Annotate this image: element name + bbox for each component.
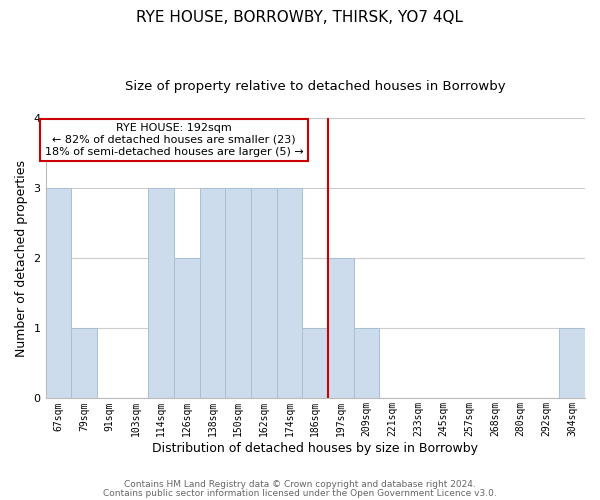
Bar [302,328,328,398]
Text: Contains public sector information licensed under the Open Government Licence v3: Contains public sector information licen… [103,489,497,498]
Text: RYE HOUSE, BORROWBY, THIRSK, YO7 4QL: RYE HOUSE, BORROWBY, THIRSK, YO7 4QL [137,10,464,25]
Bar [200,188,226,398]
X-axis label: Distribution of detached houses by size in Borrowby: Distribution of detached houses by size … [152,442,478,455]
Bar [328,258,354,398]
Text: Contains HM Land Registry data © Crown copyright and database right 2024.: Contains HM Land Registry data © Crown c… [124,480,476,489]
Y-axis label: Number of detached properties: Number of detached properties [15,160,28,356]
Bar [148,188,174,398]
Bar [251,188,277,398]
Text: RYE HOUSE: 192sqm
← 82% of detached houses are smaller (23)
18% of semi-detached: RYE HOUSE: 192sqm ← 82% of detached hous… [44,124,304,156]
Bar [354,328,379,398]
Title: Size of property relative to detached houses in Borrowby: Size of property relative to detached ho… [125,80,506,93]
Bar [277,188,302,398]
Bar [174,258,200,398]
Bar [226,188,251,398]
Bar [71,328,97,398]
Bar [559,328,585,398]
Bar [46,188,71,398]
